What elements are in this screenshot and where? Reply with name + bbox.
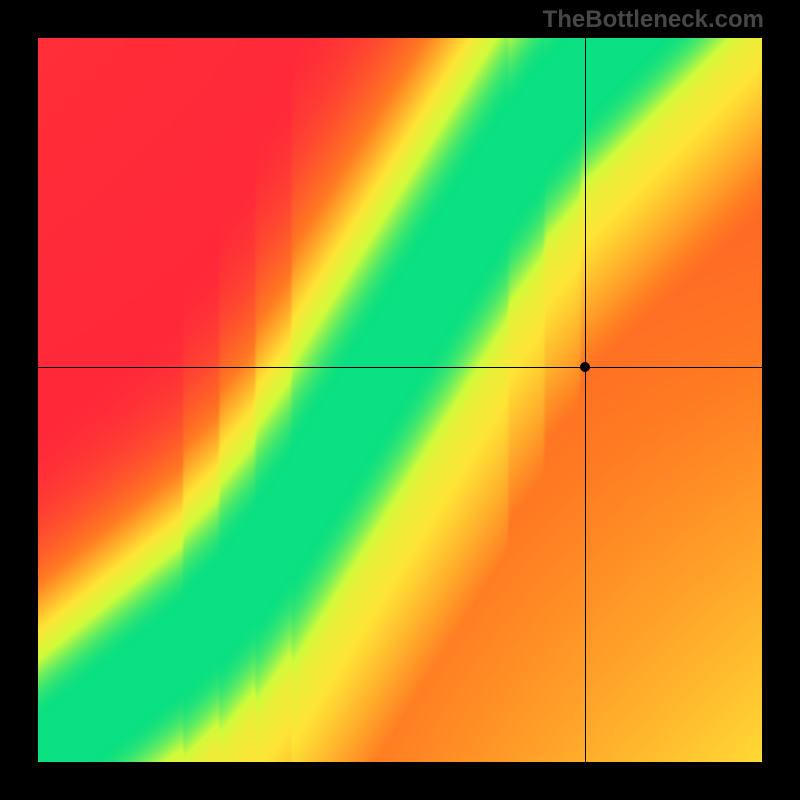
bottleneck-heatmap	[38, 38, 762, 762]
watermark-text: TheBottleneck.com	[543, 6, 764, 34]
chart-container: TheBottleneck.com	[0, 0, 800, 800]
